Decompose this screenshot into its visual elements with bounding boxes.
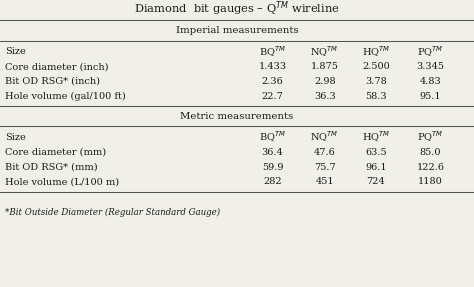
Text: Hole volume (gal/100 ft): Hole volume (gal/100 ft)	[5, 92, 126, 101]
Text: 36.4: 36.4	[262, 148, 283, 157]
Text: BQ$^{TM}$: BQ$^{TM}$	[259, 130, 286, 144]
Text: Bit OD RSG* (inch): Bit OD RSG* (inch)	[5, 77, 100, 86]
Text: Size: Size	[5, 133, 26, 142]
Text: HQ$^{TM}$: HQ$^{TM}$	[362, 44, 390, 59]
Text: 2.98: 2.98	[314, 77, 336, 86]
Text: 63.5: 63.5	[365, 148, 387, 157]
Text: PQ$^{TM}$: PQ$^{TM}$	[417, 44, 444, 59]
Text: 59.9: 59.9	[262, 162, 283, 172]
Text: Metric measurements: Metric measurements	[181, 112, 293, 121]
Text: 1.433: 1.433	[258, 62, 287, 71]
Text: Bit OD RSG* (mm): Bit OD RSG* (mm)	[5, 162, 97, 172]
Text: 47.6: 47.6	[314, 148, 336, 157]
Text: 2.36: 2.36	[262, 77, 283, 86]
Text: 282: 282	[263, 177, 282, 187]
Text: 22.7: 22.7	[262, 92, 283, 101]
Text: NQ$^{TM}$: NQ$^{TM}$	[310, 44, 339, 59]
Text: Imperial measurements: Imperial measurements	[176, 26, 298, 35]
Text: 4.83: 4.83	[419, 77, 441, 86]
Text: 1.875: 1.875	[311, 62, 338, 71]
Text: 95.1: 95.1	[419, 92, 441, 101]
Text: Core diameter (inch): Core diameter (inch)	[5, 62, 108, 71]
Text: 3.345: 3.345	[416, 62, 445, 71]
Text: 96.1: 96.1	[365, 162, 387, 172]
Text: 3.78: 3.78	[365, 77, 387, 86]
Text: 451: 451	[315, 177, 334, 187]
Text: *Bit Outside Diameter (Regular Standard Gauge): *Bit Outside Diameter (Regular Standard …	[5, 208, 220, 217]
Text: 2.500: 2.500	[362, 62, 390, 71]
Text: 1180: 1180	[418, 177, 443, 187]
Text: Hole volume (L/100 m): Hole volume (L/100 m)	[5, 177, 119, 187]
Text: 85.0: 85.0	[419, 148, 441, 157]
Text: PQ$^{TM}$: PQ$^{TM}$	[417, 130, 444, 144]
Text: Size: Size	[5, 47, 26, 56]
Text: BQ$^{TM}$: BQ$^{TM}$	[259, 44, 286, 59]
Text: Core diameter (mm): Core diameter (mm)	[5, 148, 106, 157]
Text: 58.3: 58.3	[365, 92, 387, 101]
Text: Diamond  bit gauges – Q$^{TM}$ wireline: Diamond bit gauges – Q$^{TM}$ wireline	[134, 0, 340, 18]
Text: HQ$^{TM}$: HQ$^{TM}$	[362, 130, 390, 144]
Text: 36.3: 36.3	[314, 92, 336, 101]
Text: 75.7: 75.7	[314, 162, 336, 172]
Text: 724: 724	[366, 177, 385, 187]
Text: 122.6: 122.6	[416, 162, 445, 172]
Text: NQ$^{TM}$: NQ$^{TM}$	[310, 130, 339, 144]
